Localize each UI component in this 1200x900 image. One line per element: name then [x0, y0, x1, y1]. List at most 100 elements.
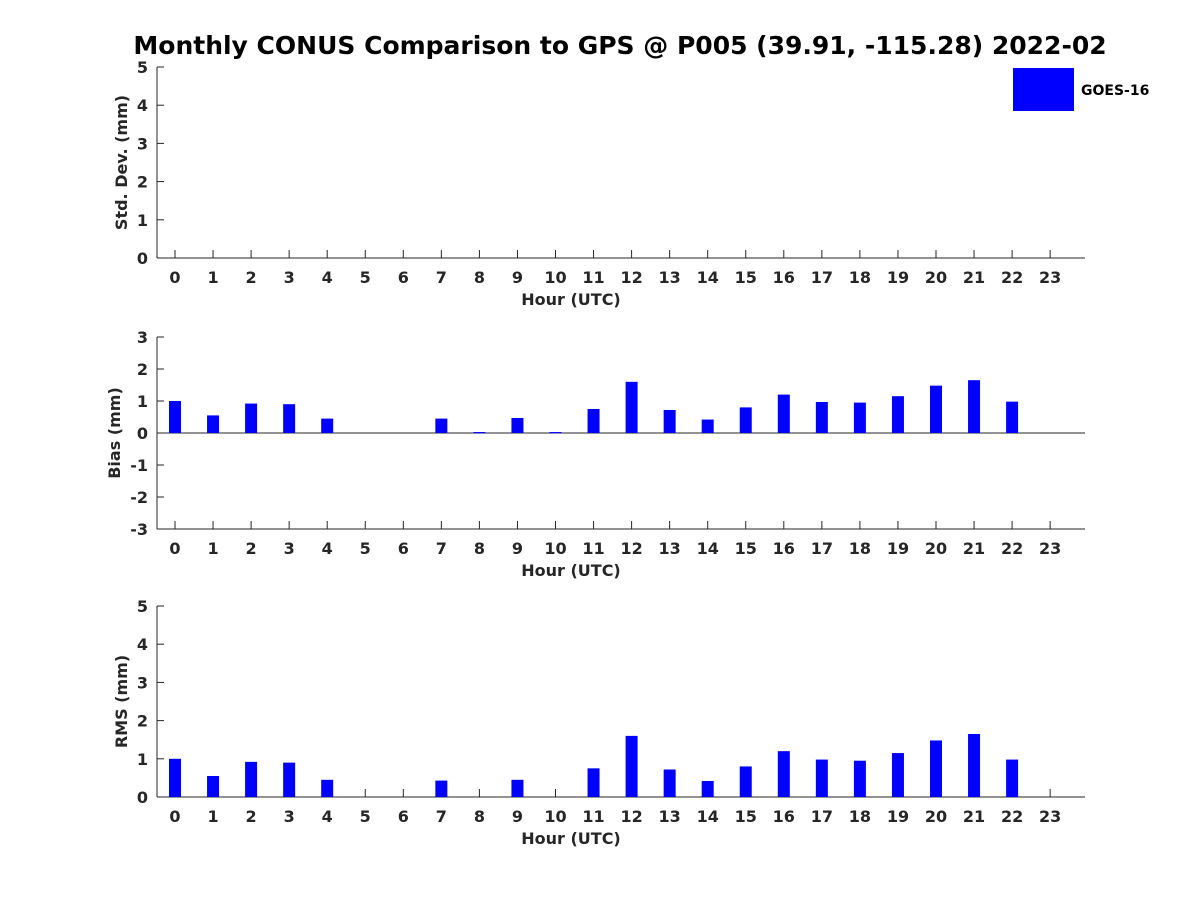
bias-x-tick-label: 4 [322, 539, 333, 558]
bias-x-tick-label: 20 [925, 539, 947, 558]
std-dev-x-tick-label: 4 [322, 268, 333, 287]
rms-x-tick-label: 21 [963, 807, 985, 826]
bias-bar [777, 394, 790, 433]
std-dev-x-tick-label: 13 [659, 268, 681, 287]
bias-x-tick-label: 7 [436, 539, 447, 558]
std-dev-y-tick-label: 2 [137, 173, 148, 192]
rms-x-tick-label: 3 [284, 807, 295, 826]
rms-x-tick-label: 14 [697, 807, 719, 826]
std-dev-x-tick-label: 15 [735, 268, 757, 287]
std-dev-x-tick-label: 12 [620, 268, 642, 287]
std-dev-x-tick-label: 3 [284, 268, 295, 287]
rms-x-tick-label: 8 [474, 807, 485, 826]
rms-bar [930, 740, 942, 797]
rms-x-tick-label: 20 [925, 807, 947, 826]
rms-x-tick-label: 12 [620, 807, 642, 826]
bias-y-axis-label: Bias (mm) [105, 387, 124, 479]
bias-bar [587, 409, 600, 433]
bias-x-tick-label: 21 [963, 539, 985, 558]
rms-bar [283, 762, 296, 797]
bias-y-tick-label: -2 [130, 488, 148, 507]
std-dev-y-tick-label: 0 [137, 249, 148, 268]
legend: GOES-16 [1013, 68, 1149, 111]
rms-x-tick-label: 0 [169, 807, 180, 826]
bias-x-tick-label: 9 [512, 539, 523, 558]
std-dev-x-tick-label: 11 [582, 268, 604, 287]
bias-y-tick-label: 3 [137, 328, 148, 347]
std-dev-x-tick-label: 18 [849, 268, 871, 287]
rms-bar [815, 759, 828, 797]
bias-x-tick-label: 22 [1001, 539, 1023, 558]
bias-x-tick-label: 8 [474, 539, 485, 558]
bias-x-tick-label: 10 [544, 539, 566, 558]
rms-y-axis-label: RMS (mm) [112, 655, 131, 748]
rms-x-tick-label: 5 [360, 807, 371, 826]
rms-x-tick-label: 1 [207, 807, 218, 826]
rms-y-tick-label: 2 [137, 712, 148, 731]
bias-y-tick-label: 0 [137, 424, 148, 443]
std-dev-x-tick-label: 2 [246, 268, 257, 287]
bias-x-tick-label: 23 [1039, 539, 1061, 558]
bias-y-tick-label: -1 [130, 456, 148, 475]
bias-x-tick-label: 6 [398, 539, 409, 558]
rms-bar [891, 753, 904, 797]
std-dev-y-tick-label: 1 [137, 211, 148, 230]
rms-x-tick-label: 13 [659, 807, 681, 826]
bias-x-tick-label: 11 [582, 539, 604, 558]
rms-bar [169, 758, 181, 797]
bias-x-axis-label: Hour (UTC) [521, 561, 621, 580]
std-dev-x-tick-label: 5 [360, 268, 371, 287]
std-dev-x-tick-label: 22 [1001, 268, 1023, 287]
rms-x-tick-label: 7 [436, 807, 447, 826]
rms-y-tick-label: 4 [137, 635, 148, 654]
bias-x-tick-label: 19 [887, 539, 909, 558]
bias-bar [739, 407, 752, 433]
bias-bar [853, 402, 866, 433]
bias-bar [701, 419, 714, 433]
bias-bar [815, 401, 828, 433]
rms-x-tick-label: 15 [735, 807, 757, 826]
std-dev-x-axis-label: Hour (UTC) [521, 290, 621, 309]
bias-x-tick-label: 15 [735, 539, 757, 558]
rms-x-tick-label: 9 [512, 807, 523, 826]
rms-x-tick-label: 23 [1039, 807, 1061, 826]
bias-x-tick-label: 3 [284, 539, 295, 558]
bias-x-tick-label: 16 [773, 539, 795, 558]
bias-x-tick-label: 5 [360, 539, 371, 558]
bias-bar [1006, 401, 1019, 433]
rms-bar [321, 779, 334, 797]
bias-bar [435, 418, 448, 433]
std-dev-x-tick-label: 10 [544, 268, 566, 287]
rms-bar [207, 775, 220, 797]
rms-bar [663, 769, 676, 797]
std-dev-y-tick-label: 5 [137, 58, 148, 77]
bias-bar [663, 409, 676, 433]
bias-x-tick-label: 2 [246, 539, 257, 558]
bias-bar [625, 381, 638, 433]
std-dev-x-tick-label: 16 [773, 268, 795, 287]
bias-bar [207, 415, 220, 433]
rms-x-tick-label: 6 [398, 807, 409, 826]
bias-x-tick-label: 14 [697, 539, 719, 558]
bias-x-tick-label: 1 [207, 539, 218, 558]
rms-y-tick-label: 5 [137, 597, 148, 616]
std-dev-x-tick-label: 20 [925, 268, 947, 287]
rms-bar [1006, 759, 1019, 797]
rms-x-tick-label: 16 [773, 807, 795, 826]
rms-x-tick-label: 11 [582, 807, 604, 826]
std-dev-x-tick-label: 6 [398, 268, 409, 287]
rms-x-axis-label: Hour (UTC) [521, 829, 621, 848]
rms-x-tick-label: 10 [544, 807, 566, 826]
rms-bar [435, 780, 448, 797]
rms-bar [853, 760, 866, 797]
rms-bar [968, 733, 981, 797]
bias-x-tick-label: 12 [620, 539, 642, 558]
rms-x-tick-label: 17 [811, 807, 833, 826]
chart-title: Monthly CONUS Comparison to GPS @ P005 (… [133, 31, 1106, 60]
bias-bar [169, 401, 181, 433]
rms-x-tick-label: 4 [322, 807, 333, 826]
rms-y-tick-label: 3 [137, 673, 148, 692]
